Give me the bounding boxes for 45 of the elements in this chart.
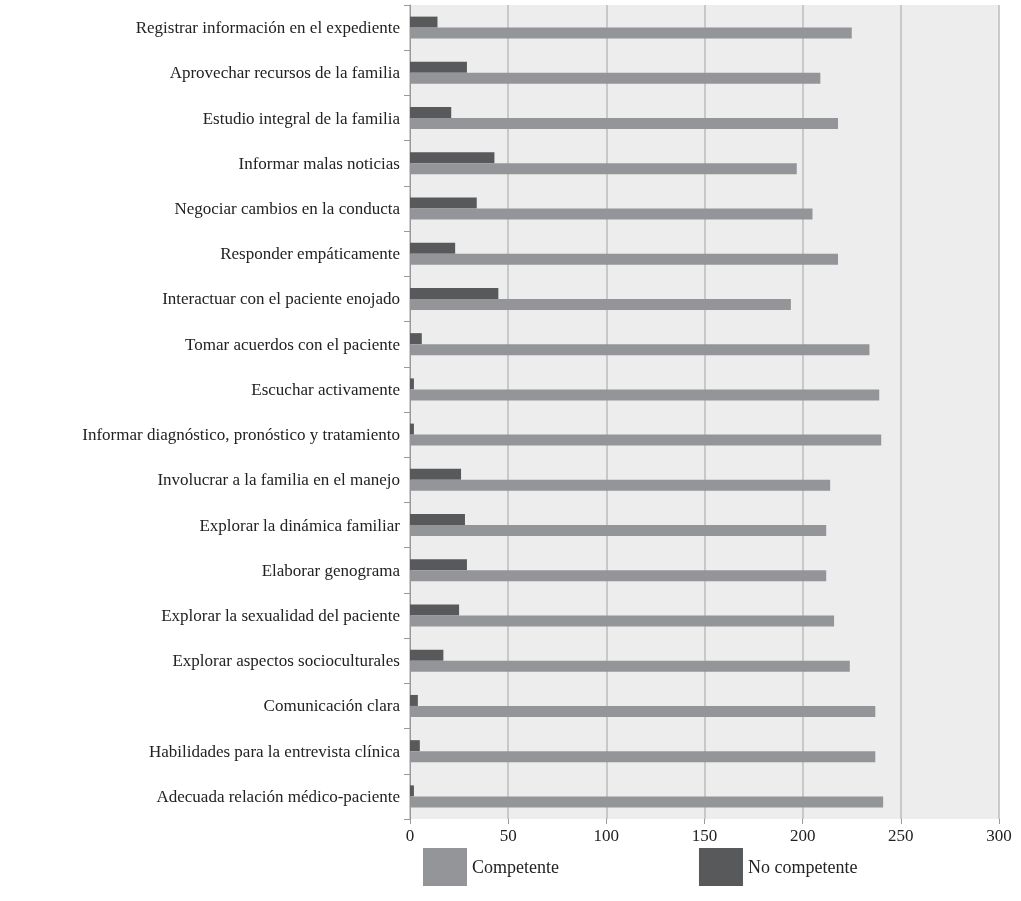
y-tick-label: Estudio integral de la familia xyxy=(202,108,401,128)
y-tick-label: Registrar información en el expediente xyxy=(135,18,400,38)
bar xyxy=(410,152,495,164)
y-tick-label: Aprovechar recursos de la familia xyxy=(169,63,401,83)
y-tick-label: Responder empáticamente xyxy=(220,244,400,264)
bar xyxy=(410,197,477,209)
bar xyxy=(410,559,467,571)
y-tick-label: Tomar acuerdos con el paciente xyxy=(185,334,400,354)
bar xyxy=(410,694,418,706)
y-tick-label: Adecuada relación médico-paciente xyxy=(156,786,400,806)
bar xyxy=(410,604,460,616)
y-tick-label: Explorar la dinámica familiar xyxy=(199,515,401,535)
bar xyxy=(410,514,465,526)
bar xyxy=(410,333,422,345)
bar xyxy=(410,740,420,752)
y-tick-label: Habilidades para la entrevista clínica xyxy=(148,741,401,761)
bar xyxy=(410,649,444,661)
bar xyxy=(410,61,467,73)
legend-label: No competente xyxy=(747,857,858,877)
y-tick-label: Negociar cambios en la conducta xyxy=(174,199,401,218)
y-tick-label: Interactuar con el paciente enojado xyxy=(162,289,400,309)
x-tick-label: 150 xyxy=(691,826,718,845)
bar xyxy=(410,468,462,480)
y-tick-label: Informar diagnóstico, pronóstico y tratamiento xyxy=(82,425,400,445)
bar xyxy=(410,16,438,28)
bar xyxy=(410,785,414,797)
x-tick-label: 50 xyxy=(499,826,517,845)
x-tick-label: 300 xyxy=(986,826,1012,845)
y-tick-label: Escuchar activamente xyxy=(251,379,400,399)
x-tick-label: 250 xyxy=(888,826,914,845)
bar xyxy=(410,423,414,435)
legend-label: Competente xyxy=(472,857,559,877)
bar xyxy=(410,242,456,254)
x-tick-label: 100 xyxy=(593,826,620,845)
y-tick-label: Informar malas noticias xyxy=(238,153,400,173)
y-tick-label: Elaborar genograma xyxy=(261,560,401,580)
x-tick-label: 200 xyxy=(789,826,816,845)
bar xyxy=(410,287,499,299)
y-tick-label: Explorar la sexualidad del paciente xyxy=(161,606,400,625)
y-tick-label: Comunicación clara xyxy=(263,696,401,716)
bar xyxy=(410,378,414,390)
y-tick-label: Involucrar a la familia en el manejo xyxy=(157,470,400,490)
bar xyxy=(410,107,452,119)
x-tick-label: 0 xyxy=(405,826,415,845)
y-tick-label: Explorar aspectos socioculturales xyxy=(172,651,400,671)
